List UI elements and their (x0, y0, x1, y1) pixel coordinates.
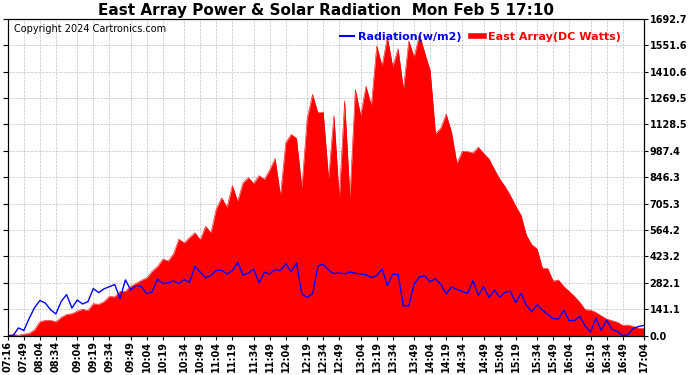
Legend: Radiation(w/m2), East Array(DC Watts): Radiation(w/m2), East Array(DC Watts) (336, 28, 626, 46)
Title: East Array Power & Solar Radiation  Mon Feb 5 17:10: East Array Power & Solar Radiation Mon F… (98, 3, 554, 18)
Text: Copyright 2024 Cartronics.com: Copyright 2024 Cartronics.com (14, 24, 166, 34)
